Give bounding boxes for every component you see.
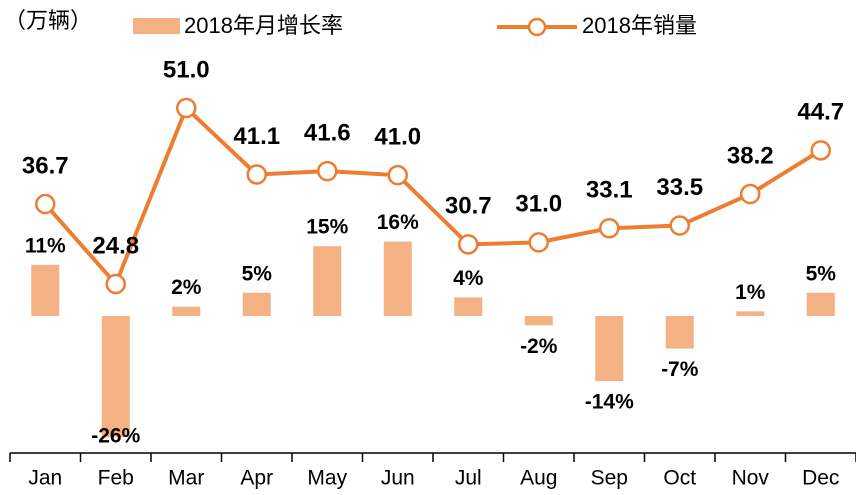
line-label: 24.8 [92, 232, 139, 259]
x-tick-label: May [307, 467, 347, 490]
bar-label: 15% [306, 216, 348, 239]
x-tick-label: Nov [732, 467, 770, 490]
line-marker [387, 164, 408, 186]
line-label: 41.0 [374, 124, 421, 151]
bar-label: 5% [242, 262, 273, 285]
legend-marker [527, 17, 547, 37]
bar-label: -7% [661, 358, 699, 381]
line-label: 41.1 [233, 123, 280, 150]
line-marker [669, 215, 690, 236]
bar-label: 5% [806, 262, 837, 285]
x-tick-label: Apr [240, 467, 273, 490]
line-marker [176, 97, 197, 119]
bar-label: 16% [377, 211, 419, 234]
line-label: 51.0 [163, 56, 210, 83]
x-tick-label: Jun [381, 467, 415, 490]
x-tick-label: Oct [663, 467, 696, 490]
line-marker [35, 193, 56, 215]
bar [31, 264, 60, 316]
bar [172, 306, 201, 316]
bar-label: -26% [91, 425, 140, 448]
line-marker [599, 217, 620, 239]
bar [242, 292, 271, 316]
bar-label: 2% [171, 276, 202, 299]
bar-label: 4% [453, 267, 484, 290]
line-marker [317, 160, 338, 182]
bar [665, 316, 694, 349]
bar [101, 316, 130, 437]
bar-label: -2% [520, 335, 558, 358]
x-tick-label: Mar [168, 467, 204, 490]
line-marker [246, 164, 267, 185]
x-tick-label: Jul [455, 467, 482, 490]
line-marker [528, 232, 549, 253]
line-marker [740, 183, 761, 205]
line-label: 41.6 [304, 119, 351, 146]
legend-swatch [133, 18, 180, 34]
line-label: 36.7 [22, 152, 69, 179]
line-label: 30.7 [445, 193, 492, 220]
bar-label: 1% [735, 281, 766, 304]
bar [454, 297, 483, 316]
line-marker [105, 273, 126, 295]
bar-label: -14% [585, 391, 634, 414]
legend-label: 2018年月增长率 [184, 13, 343, 38]
bar [736, 311, 765, 316]
bar [313, 246, 342, 316]
x-tick-label: Dec [802, 467, 839, 490]
bar [595, 316, 624, 382]
x-tick-label: Feb [98, 467, 134, 490]
bar [383, 241, 412, 316]
bar-label: 11% [25, 234, 66, 257]
line [43, 104, 822, 288]
line-marker [810, 140, 831, 161]
line-label: 31.0 [515, 191, 562, 218]
x-tick-label: Aug [520, 467, 557, 490]
x-tick-label: Jan [28, 467, 62, 490]
bar [806, 292, 835, 316]
unit-label: （万辆） [4, 8, 92, 33]
x-tick-label: Sep [591, 467, 628, 490]
line-label: 38.2 [727, 142, 774, 169]
line-label: 33.5 [656, 174, 703, 201]
line-label: 33.1 [586, 177, 633, 204]
line-label: 44.7 [797, 99, 844, 126]
legend-label: 2018年销量 [582, 13, 697, 38]
line-marker [458, 234, 479, 255]
bar [524, 316, 553, 326]
